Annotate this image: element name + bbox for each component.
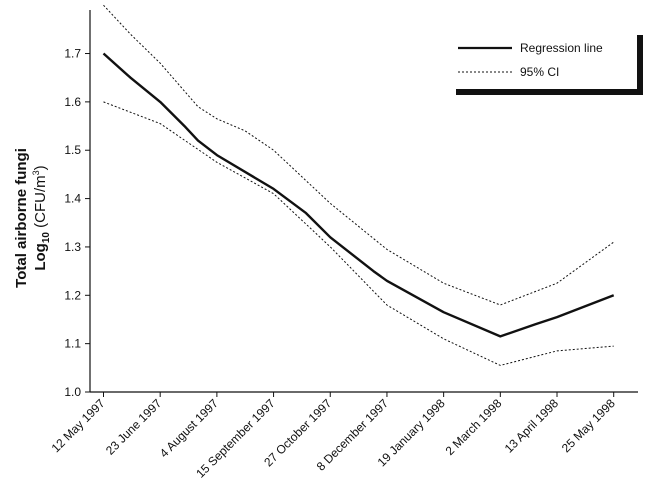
ci-upper-line	[103, 4, 614, 306]
y-tick-label: 1.2	[64, 288, 81, 302]
y-tick-label: 1.6	[64, 95, 81, 109]
y-axis-label-log-base: 10	[41, 232, 52, 244]
y-axis-label-line1: Total airborne fungi	[13, 148, 30, 288]
x-tick-label: 13 April 1998	[502, 396, 562, 456]
x-tick-label: 23 June 1997	[103, 396, 165, 458]
x-tick-label: 25 May 1998	[559, 396, 618, 455]
x-tick-label: 2 March 1998	[443, 396, 505, 458]
y-axis-label-unit: (CFU/m	[32, 175, 49, 232]
y-tick-label: 1.3	[64, 240, 81, 254]
y-tick-label: 1.0	[64, 385, 81, 399]
y-axis-label-line2: Log10 (CFU/m3)	[31, 165, 52, 270]
y-axis-label-unit-close: )	[32, 165, 49, 170]
chart-legend: Regression line 95% CI	[450, 29, 643, 95]
y-axis-label-log: Log	[32, 243, 49, 271]
chart-series	[102, 4, 615, 366]
legend-label-regression: Regression line	[520, 41, 603, 55]
y-tick-label: 1.7	[64, 47, 81, 61]
legend-box	[450, 29, 637, 89]
chart-axes	[89, 10, 638, 393]
y-axis-label-unit-exponent: 3	[31, 170, 41, 175]
x-tick-label: 12 May 1997	[49, 396, 108, 455]
y-axis-label: Total airborne fungi Log10 (CFU/m3)	[13, 148, 52, 288]
x-tick-label: 4 August 1997	[157, 396, 221, 460]
legend-label-ci: 95% CI	[520, 65, 559, 79]
regression-line	[102, 52, 615, 338]
y-tick-label: 1.5	[64, 143, 81, 157]
y-tick-label: 1.1	[64, 337, 81, 351]
y-axis-ticks: 1.0 1.1 1.2 1.3 1.4 1.5 1.6 1.7	[64, 47, 90, 399]
y-tick-label: 1.4	[64, 192, 81, 206]
ci-lower-line	[103, 101, 614, 366]
